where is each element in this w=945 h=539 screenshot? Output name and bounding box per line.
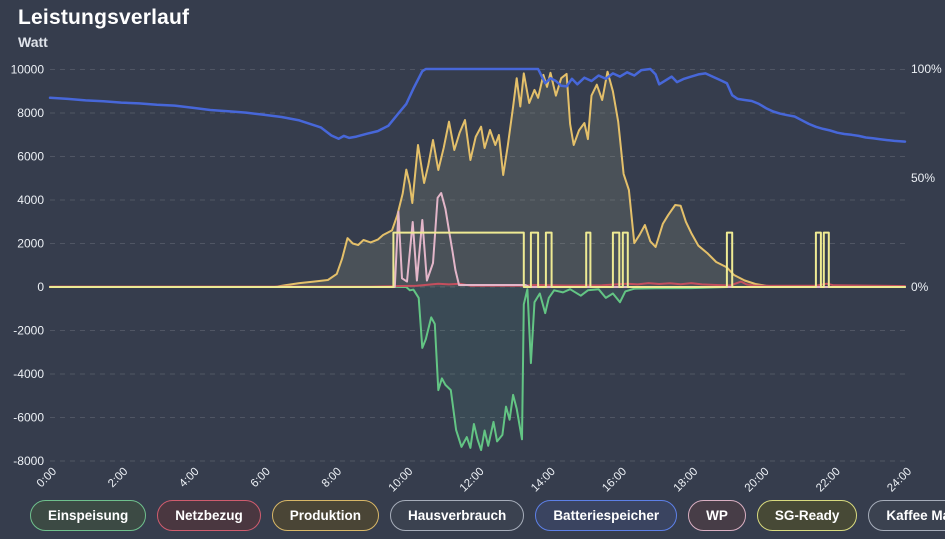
series-sg-ready-line — [49, 231, 906, 288]
series-produktion-area — [50, 71, 905, 287]
legend-button-wp[interactable]: WP — [688, 500, 746, 531]
x-axis-tick: 12:00 — [458, 466, 487, 495]
legend-button-netzbezug[interactable]: Netzbezug — [157, 500, 261, 531]
series-einspeisung-area — [50, 287, 905, 451]
series-einspeisung-line — [49, 286, 906, 452]
y-axis-left-tick: -4000 — [13, 367, 44, 381]
x-axis-tick: 6:00 — [249, 466, 273, 490]
chart-legend: Einspeisung Netzbezug Produktion Hausverbra… — [30, 500, 945, 531]
legend-button-sg-ready[interactable]: SG-Ready — [756, 500, 858, 531]
legend-button-einspeisung[interactable]: Einspeisung — [30, 500, 147, 531]
chart-title: Leistungsverlauf — [18, 6, 190, 29]
x-axis-tick: 22:00 — [814, 466, 843, 495]
x-axis-tick: 20:00 — [743, 466, 772, 495]
x-axis-tick: 8:00 — [320, 466, 344, 490]
series-wp-line — [49, 192, 906, 288]
x-axis-tick: 4:00 — [177, 466, 201, 490]
y-axis-right-tick: 100% — [911, 62, 942, 76]
x-axis-tick: 0:00 — [35, 466, 59, 490]
x-axis-tick: 16:00 — [600, 466, 629, 495]
series-netzbezug-line — [49, 280, 906, 288]
y-axis-left-tick: 6000 — [17, 150, 44, 164]
legend-button-kaffee-maschine[interactable]: Kaffee Maschine — [868, 500, 945, 531]
y-axis-left-tick: -6000 — [13, 411, 44, 425]
x-axis-tick: 18:00 — [672, 466, 701, 495]
y-axis-left-tick: 0 — [37, 280, 44, 294]
x-axis-tick: 24:00 — [885, 466, 914, 495]
series-produktion-line — [49, 70, 906, 288]
y-axis-unit-label: Watt — [18, 34, 48, 50]
y-axis-left-tick: -2000 — [13, 324, 44, 338]
y-axis-right-tick: 50% — [911, 171, 935, 185]
y-axis-left-tick: 4000 — [17, 193, 44, 207]
legend-button-hausverbrauch[interactable]: Hausverbrauch — [390, 500, 525, 531]
y-axis-left-tick: -8000 — [13, 454, 44, 468]
y-axis-left-tick: 2000 — [17, 237, 44, 251]
x-axis-tick: 2:00 — [106, 466, 130, 490]
y-axis-right-tick: 0% — [911, 280, 929, 294]
y-axis-left-tick: 10000 — [11, 63, 45, 77]
x-axis-tick: 14:00 — [529, 466, 558, 495]
legend-button-produktion[interactable]: Produktion — [271, 500, 380, 531]
y-axis-left-tick: 8000 — [17, 106, 44, 120]
legend-button-batteriespeicher[interactable]: Batteriespeicher — [535, 500, 678, 531]
series-batteriespeicher-line — [48, 67, 907, 143]
x-axis-tick: 10:00 — [387, 466, 416, 495]
